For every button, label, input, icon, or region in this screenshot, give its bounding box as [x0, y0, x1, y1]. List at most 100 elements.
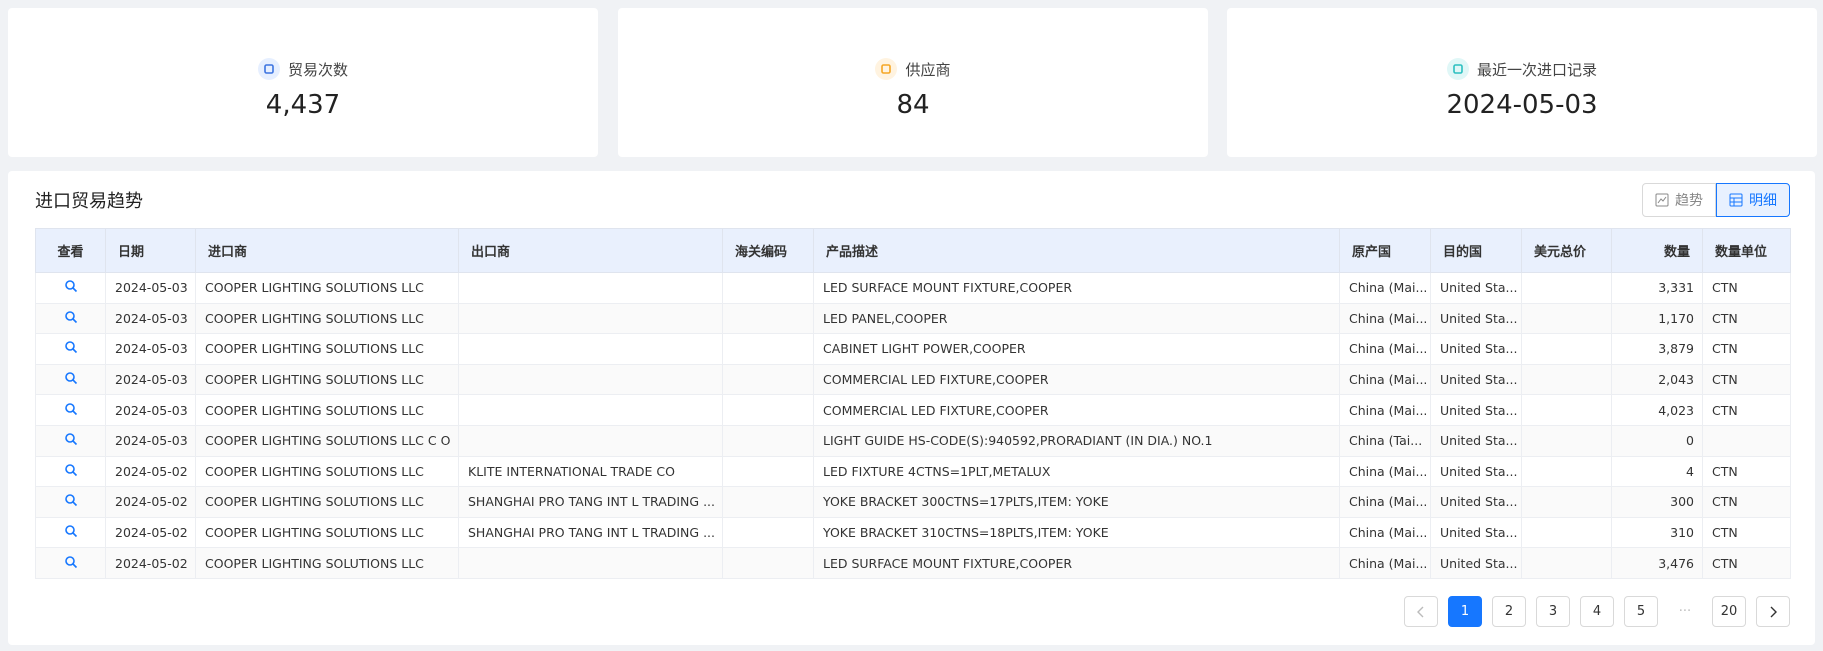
stat-card: 最近一次进口记录 2024-05-03 [1227, 8, 1817, 157]
stat-icon [1446, 58, 1469, 80]
table-cell: SHANGHAI PRO TANG INT L TRADING ... [458, 516, 723, 549]
table-cell: China (Mai... [1339, 547, 1431, 579]
table-cell: United Sta... [1430, 394, 1522, 426]
table-cell: 3,879 [1611, 333, 1703, 365]
table-cell: CTN [1702, 455, 1791, 488]
table-cell [722, 394, 814, 426]
table-cell: United Sta... [1430, 455, 1522, 488]
table-cell: CTN [1702, 363, 1791, 396]
table-cell: COOPER LIGHTING SOLUTIONS LLC [195, 486, 459, 518]
page-button[interactable]: 2 [1492, 596, 1526, 627]
table-cell: United Sta... [1430, 302, 1522, 335]
data-table: 查看 日期 进口商 出口商 海关编码 产品描述 原产国 目的国 美元总价 数量 数量单位 2024-0… [35, 228, 1791, 579]
table-cell: COMMERCIAL LED FIXTURE,COOPER [813, 394, 1340, 426]
button-label: 趋势 [1675, 193, 1703, 209]
table-cell [1521, 486, 1612, 518]
toggle-button[interactable]: 明细 [1716, 183, 1790, 217]
view-icon[interactable] [64, 340, 78, 354]
table-cell: 2024-05-02 [105, 516, 196, 549]
table-cell [722, 302, 814, 335]
table-cell: SHANGHAI PRO TANG INT L TRADING ... [458, 486, 723, 518]
column-header: 产品描述 [813, 228, 1340, 273]
table-cell: 2,043 [1611, 363, 1703, 396]
table-cell: 2024-05-02 [105, 455, 196, 488]
table-cell: China (Mai... [1339, 363, 1431, 396]
table-cell: 2024-05-03 [105, 333, 196, 365]
view-icon[interactable] [64, 463, 78, 477]
table-cell [722, 333, 814, 365]
page-button[interactable]: 20 [1712, 596, 1746, 627]
table-cell [35, 455, 106, 488]
arrow-icon [1417, 606, 1424, 617]
trend-panel: 进口贸易趋势 趋势 明细 查看 日期 进口商 出口商 海关编码 产品描述 原产国 目的国 美元总价… [8, 171, 1815, 645]
view-icon[interactable] [64, 279, 78, 293]
table-cell: LIGHT GUIDE HS-CODE(S):940592,PRORADIANT… [813, 424, 1340, 457]
table-row: 2024-05-03 COOPER LIGHTING SOLUTIONS LLC C… [35, 333, 1791, 365]
view-icon[interactable] [64, 432, 78, 446]
section-title: 进口贸易趋势 [35, 191, 143, 212]
arrow-icon [1770, 606, 1777, 617]
table-cell [458, 272, 723, 304]
button-icon [1655, 193, 1669, 207]
table-cell: CTN [1702, 547, 1791, 579]
icon-glyph [881, 64, 892, 74]
view-icon[interactable] [64, 524, 78, 538]
toggle-button[interactable]: 趋势 [1642, 183, 1716, 217]
stat-icon [257, 58, 280, 80]
table-cell: 1,170 [1611, 302, 1703, 335]
table-cell [458, 333, 723, 365]
table-row: 2024-05-02 COOPER LIGHTING SOLUTIONS LLC L… [35, 547, 1791, 579]
table-cell [35, 363, 106, 396]
page-button[interactable]: 1 [1448, 596, 1482, 627]
page-button[interactable]: 4 [1580, 596, 1614, 627]
table-cell: China (Mai... [1339, 272, 1431, 304]
table-cell: COOPER LIGHTING SOLUTIONS LLC [195, 516, 459, 549]
table-row: 2024-05-03 COOPER LIGHTING SOLUTIONS LLC L… [35, 302, 1791, 335]
view-icon[interactable] [64, 555, 78, 569]
table-cell [1521, 363, 1612, 396]
table-row: 2024-05-03 COOPER LIGHTING SOLUTIONS LLC C… [35, 363, 1791, 396]
table-cell [35, 302, 106, 335]
table-cell: 3,331 [1611, 272, 1703, 304]
table-cell: 2024-05-03 [105, 394, 196, 426]
table-cell [458, 547, 723, 579]
table-cell: LED SURFACE MOUNT FIXTURE,COOPER [813, 272, 1340, 304]
table-cell: 0 [1611, 424, 1703, 457]
table-cell [35, 424, 106, 457]
table-cell: China (Mai... [1339, 302, 1431, 335]
view-icon[interactable] [64, 371, 78, 385]
table-cell: CTN [1702, 302, 1791, 335]
view-toggle: 趋势 明细 [1642, 183, 1790, 217]
table-cell: 300 [1611, 486, 1703, 518]
table-cell: 2024-05-03 [105, 272, 196, 304]
view-icon[interactable] [64, 402, 78, 416]
table-row: 2024-05-03 COOPER LIGHTING SOLUTIONS LLC … [35, 424, 1791, 457]
page-button[interactable]: 3 [1536, 596, 1570, 627]
prev-page[interactable] [1404, 596, 1438, 627]
table-cell: COOPER LIGHTING SOLUTIONS LLC [195, 394, 459, 426]
table-cell: China (Mai... [1339, 394, 1431, 426]
table-cell: LED FIXTURE 4CTNS=1PLT,METALUX [813, 455, 1340, 488]
view-icon[interactable] [64, 310, 78, 324]
table-cell: United Sta... [1430, 424, 1522, 457]
table-cell: China (Mai... [1339, 455, 1431, 488]
page-button[interactable]: 5 [1624, 596, 1658, 627]
table-cell: CTN [1702, 486, 1791, 518]
column-header: 进口商 [195, 228, 459, 273]
table-cell: COOPER LIGHTING SOLUTIONS LLC [195, 547, 459, 579]
table-cell [1521, 394, 1612, 426]
table-row: 2024-05-02 COOPER LIGHTING SOLUTIONS LLC S… [35, 486, 1791, 518]
table-cell [35, 547, 106, 579]
table-cell [1702, 424, 1791, 457]
table-cell: United Sta... [1430, 486, 1522, 518]
view-icon[interactable] [64, 493, 78, 507]
table-cell [1521, 272, 1612, 304]
table-cell: COMMERCIAL LED FIXTURE,COOPER [813, 363, 1340, 396]
table-cell [35, 272, 106, 304]
table-cell: United Sta... [1430, 547, 1522, 579]
table-cell: YOKE BRACKET 310CTNS=18PLTS,ITEM: YOKE [813, 516, 1340, 549]
table-cell: 4 [1611, 455, 1703, 488]
table-cell [1521, 516, 1612, 549]
next-page[interactable] [1756, 596, 1790, 627]
table-cell [458, 363, 723, 396]
